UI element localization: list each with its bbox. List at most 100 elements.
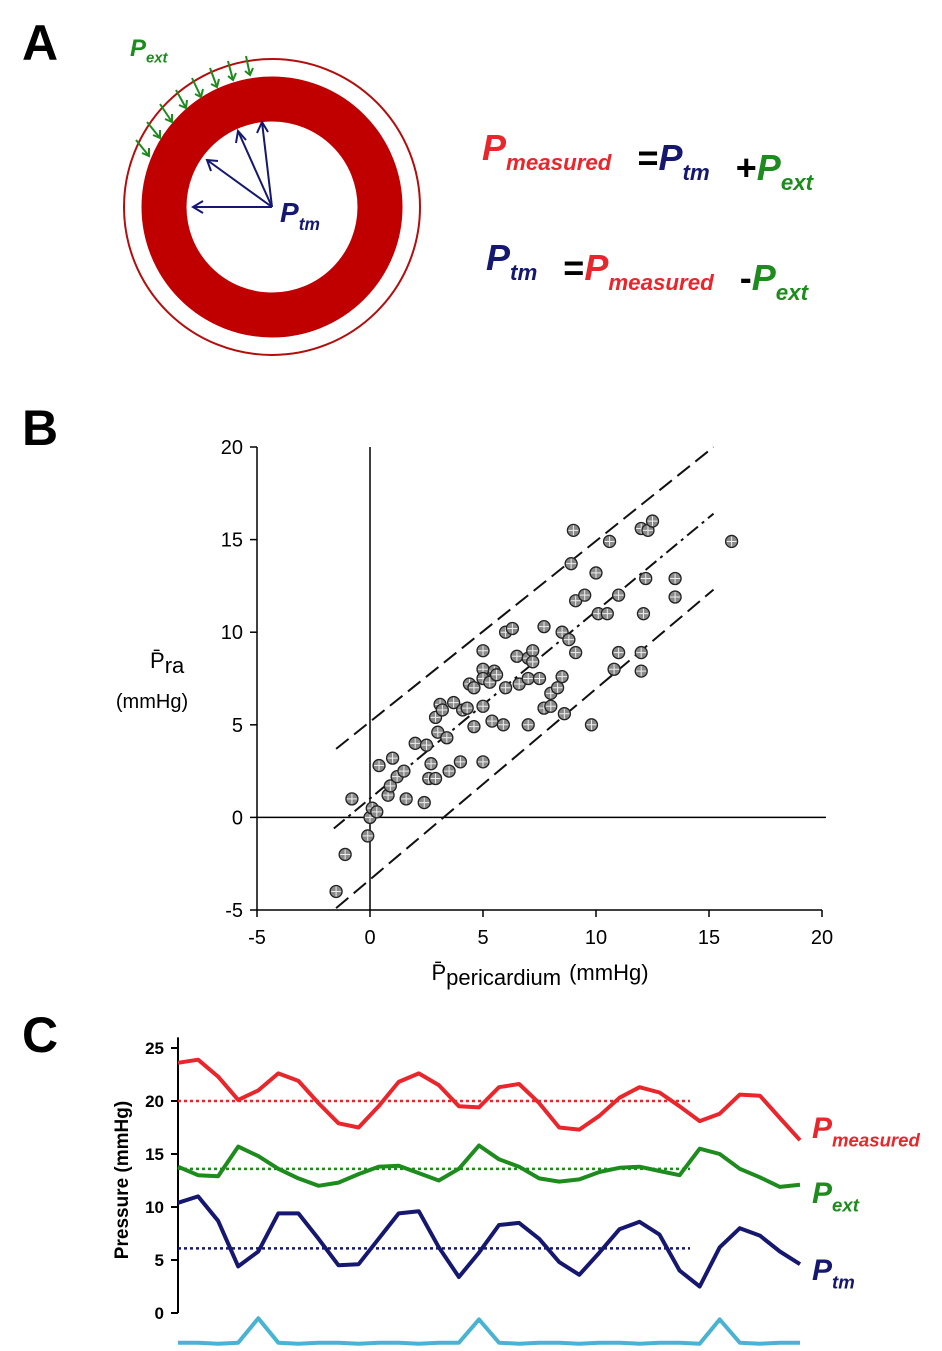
point <box>372 758 386 773</box>
point <box>526 644 540 658</box>
subscript: measured <box>832 1129 920 1150</box>
point <box>446 695 461 710</box>
point-cross <box>498 719 509 730</box>
point-cross <box>385 780 396 791</box>
point-cross <box>331 886 342 897</box>
point <box>440 731 454 745</box>
point <box>417 795 431 810</box>
point-cross <box>640 573 651 584</box>
y-tick-label: 20 <box>145 1092 164 1111</box>
point-cross <box>586 719 597 730</box>
point-cross <box>430 773 441 784</box>
point-cross <box>591 567 601 578</box>
tm-arrows <box>191 119 273 214</box>
point <box>562 632 576 647</box>
series-label: Pext <box>812 1177 860 1215</box>
subscript: ext <box>781 170 815 195</box>
point-cross <box>401 793 412 804</box>
point <box>537 619 551 634</box>
equation: Ptm =Pmeasured -Pext <box>486 237 810 305</box>
point <box>569 645 583 660</box>
point-cross <box>371 806 382 817</box>
symbol: P <box>812 1112 833 1145</box>
point-cross <box>557 671 568 682</box>
x-tick-label: 5 <box>477 927 488 949</box>
y-tick-label: -5 <box>225 900 243 922</box>
point <box>435 703 449 717</box>
symbol: P <box>757 147 782 188</box>
symbol: P <box>812 1177 833 1210</box>
point <box>397 764 411 778</box>
point-cross <box>387 753 398 764</box>
point-cross <box>514 679 525 690</box>
subscript: tm <box>510 260 537 285</box>
point-cross <box>478 756 488 767</box>
point <box>578 588 592 602</box>
series-line <box>177 1194 802 1289</box>
point-cross <box>602 608 613 619</box>
point <box>442 764 456 778</box>
y-tick-label: 25 <box>145 1039 164 1058</box>
point <box>555 669 569 684</box>
point-cross <box>642 525 653 536</box>
point-cross <box>346 793 357 804</box>
point-cross <box>670 573 681 584</box>
symbol: P <box>658 137 683 178</box>
point <box>557 707 572 721</box>
series-label: Ptm <box>812 1254 855 1292</box>
fit-line <box>335 588 715 909</box>
equation: Pmeasured =Ptm +Pext <box>482 127 815 195</box>
point <box>338 847 352 862</box>
x-tick-label: -5 <box>248 927 266 949</box>
point <box>428 771 443 786</box>
y-axis-label: Pressure (mmHg) <box>112 1101 133 1259</box>
point-cross <box>539 621 550 632</box>
symbol: P <box>752 257 777 298</box>
point-cross <box>374 760 385 771</box>
point <box>460 701 474 715</box>
y-tick-label: 0 <box>155 1304 164 1323</box>
subscript: ext <box>776 280 810 305</box>
y-tick-label: 5 <box>232 715 243 737</box>
point-cross <box>455 756 466 767</box>
point-cross <box>426 758 437 769</box>
point-cross <box>507 623 518 634</box>
symbol: P <box>482 127 507 168</box>
point-cross <box>468 682 479 693</box>
x-tick-label: 10 <box>585 927 607 949</box>
point <box>607 662 621 676</box>
symbol: P <box>584 247 609 288</box>
diagram-label: Pext <box>130 35 169 67</box>
operator: - <box>740 257 752 298</box>
point-cross <box>523 719 534 730</box>
point <box>639 571 653 586</box>
y-tick-label: 10 <box>145 1198 164 1217</box>
point <box>634 664 648 678</box>
symbol: P̄ <box>150 648 165 673</box>
point-cross <box>570 595 581 606</box>
point-cross <box>421 740 432 751</box>
diagram-label: Ptm <box>280 197 320 234</box>
subscript: tm <box>832 1271 855 1292</box>
point <box>370 805 384 819</box>
subscript: pericardium <box>446 965 561 990</box>
fit-line <box>335 446 715 750</box>
point-cross <box>545 701 556 712</box>
point <box>476 755 490 769</box>
point <box>510 649 524 663</box>
point <box>467 720 481 734</box>
point <box>453 755 468 769</box>
point <box>521 718 535 732</box>
subscript: measured <box>506 150 613 175</box>
point-cross <box>487 716 498 727</box>
point-cross <box>484 677 495 688</box>
y-tick-label: 0 <box>232 807 243 829</box>
point-cross <box>638 608 649 619</box>
point-cross <box>468 721 479 732</box>
point-cross <box>559 708 570 719</box>
point <box>383 779 397 793</box>
y-axis-label: P̄ra <box>150 648 185 678</box>
operator: = <box>563 247 584 288</box>
point-cross <box>568 525 579 536</box>
point <box>408 736 422 750</box>
